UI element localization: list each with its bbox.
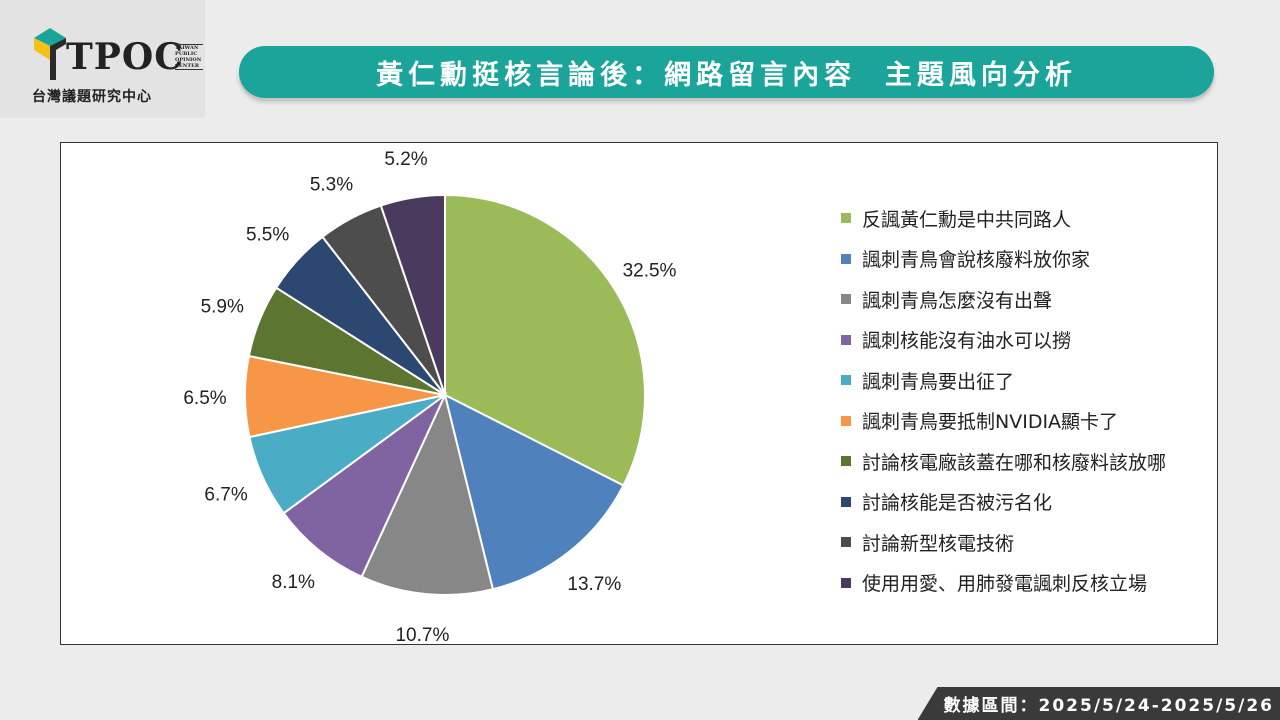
slice-value-label: 10.7% (395, 625, 449, 644)
legend-swatch (841, 375, 851, 386)
title-banner: 黃仁勳挺核言論後：網路留言內容 主題風向分析 (239, 46, 1214, 98)
legend-label: 討論核能是否被污名化 (862, 492, 1053, 515)
logo: TPOC TAIWAN PUBLIC OPINION CENTER 台灣議題研究… (0, 0, 205, 118)
slice-value-label: 5.3% (310, 175, 353, 196)
pie-slice (444, 193, 646, 487)
logo-subtitle: 台灣議題研究中心 (32, 89, 152, 105)
slice-value-label: 13.7% (567, 574, 621, 595)
legend-swatch (841, 537, 851, 548)
legend-item: 諷刺青鳥會說核廢料放你家 (841, 239, 1166, 280)
legend-item: 諷刺青鳥要出征了 (841, 360, 1166, 401)
legend-label: 討論新型核電技術 (862, 532, 1015, 555)
legend-swatch (841, 334, 851, 345)
slice-value-label: 5.5% (246, 224, 289, 245)
legend-label: 諷刺青鳥會說核廢料放你家 (862, 249, 1091, 272)
chart-panel: 32.5% 13.7% 10.7% 8.1% 6.7% 6.5% 5.9% 5.5% 5.3% 5… (60, 142, 1218, 645)
pie-slice (443, 393, 625, 591)
page-title: 黃仁勳挺核言論後：網路留言內容 主題風向分析 (376, 59, 1077, 91)
legend-label: 諷刺青鳥怎麼沒有出聲 (862, 289, 1053, 312)
pie-slice (282, 391, 448, 579)
slice-value-label: 5.9% (201, 297, 244, 318)
legend-swatch (841, 577, 851, 588)
pie-slice (360, 391, 495, 596)
logo-side-text: TAIWAN PUBLIC OPINION CENTER (175, 44, 203, 70)
tpoc-logo-icon (34, 28, 66, 80)
legend-item: 反諷黃仁勳是中共同路人 (841, 198, 1166, 239)
date-range-badge: 數據區間：2025/5/24-2025/5/26 (917, 687, 1280, 720)
slice-value-label: 8.1% (272, 572, 315, 593)
pie-slice (379, 193, 446, 396)
legend-label: 反諷黃仁勳是中共同路人 (862, 208, 1072, 231)
legend-swatch (841, 415, 851, 426)
legend-label: 諷刺青鳥要抵制NVIDIA顯卡了 (862, 411, 1119, 434)
slice-value-label: 6.5% (183, 388, 226, 409)
date-range-text: 數據區間：2025/5/24-2025/5/26 (943, 696, 1274, 716)
legend-label: 使用用愛、用肺發電諷刺反核立場 (862, 573, 1148, 596)
legend-item: 討論核電廠該蓋在哪和核廢料該放哪 (841, 441, 1166, 482)
legend-swatch (841, 496, 851, 507)
slice-value-label: 6.7% (204, 484, 247, 505)
slice-value-label: 5.2% (384, 149, 427, 170)
legend-item: 諷刺核能沒有油水可以撈 (841, 320, 1166, 361)
logo-wordmark: TPOC (66, 36, 184, 78)
legend-swatch (841, 456, 851, 467)
legend-label: 諷刺核能沒有油水可以撈 (862, 330, 1072, 353)
legend-item: 討論核能是否被污名化 (841, 482, 1166, 523)
pie-chart: 32.5% 13.7% 10.7% 8.1% 6.7% 6.5% 5.9% 5.5% 5.3% 5… (183, 149, 677, 644)
legend-item: 諷刺青鳥怎麼沒有出聲 (841, 279, 1166, 320)
slice-value-label: 32.5% (623, 260, 677, 281)
legend-label: 諷刺青鳥要出征了 (862, 370, 1015, 393)
legend-label: 討論核電廠該蓋在哪和核廢料該放哪 (862, 451, 1167, 474)
legend-item: 使用用愛、用肺發電諷刺反核立場 (841, 563, 1166, 604)
legend-item: 討論新型核電技術 (841, 522, 1166, 563)
legend-swatch (841, 213, 851, 224)
chart-legend: 反諷黃仁勳是中共同路人 諷刺青鳥會說核廢料放你家 諷刺青鳥怎麼沒有出聲 諷刺核能沒有油… (841, 198, 1166, 603)
legend-swatch (841, 253, 851, 264)
legend-swatch (841, 294, 851, 305)
legend-item: 諷刺青鳥要抵制NVIDIA顯卡了 (841, 401, 1166, 442)
